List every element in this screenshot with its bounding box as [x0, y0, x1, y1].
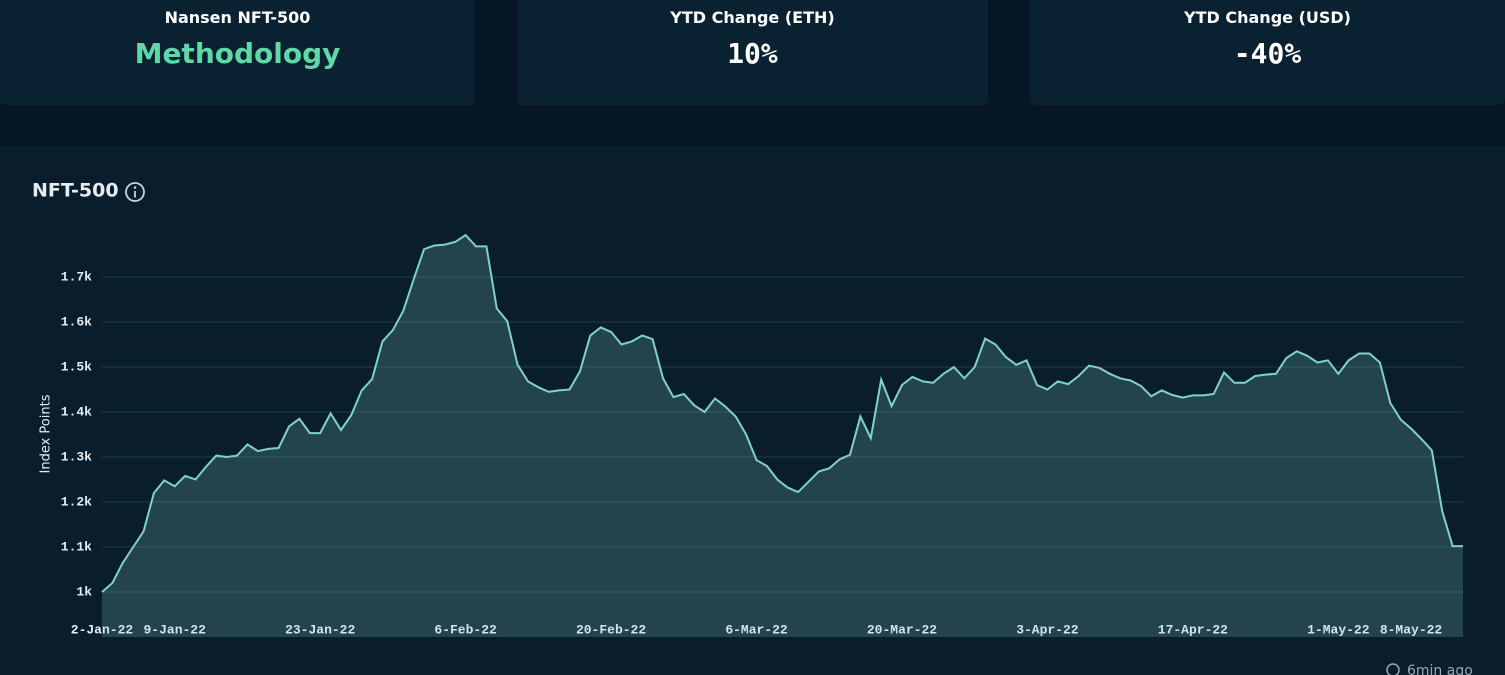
y-tick-label: 1.3k	[61, 449, 92, 464]
card-label: Nansen NFT-500	[164, 8, 311, 27]
x-tick-label: 17-Apr-22	[1158, 622, 1228, 637]
x-tick-label: 23-Jan-22	[285, 622, 355, 637]
x-tick-label: 20-Mar-22	[867, 622, 937, 637]
line	[101, 233, 1463, 593]
methodology-link[interactable]: Methodology	[134, 37, 341, 70]
x-tick-label: 6-Mar-22	[725, 622, 788, 637]
x-tick-label: 9-Jan-22	[144, 622, 207, 637]
y-tick-label: 1.7k	[61, 269, 92, 284]
x-tick-label: 2-Jan-22	[71, 622, 134, 637]
y-tick-label: 1.1k	[61, 539, 92, 554]
refresh-icon	[1386, 663, 1400, 675]
x-tick-label: 6-Feb-22	[434, 622, 497, 637]
y-tick-label: 1.5k	[61, 359, 92, 374]
card-label: YTD Change (USD)	[1184, 8, 1351, 27]
y-axis-label: Index Points	[39, 394, 54, 473]
card-label: YTD Change (ETH)	[670, 8, 835, 27]
card: YTD Change (ETH) 10%	[517, 0, 988, 105]
y-tick-label: 1.4k	[61, 404, 92, 419]
updated-time: 6min ago	[1407, 663, 1473, 675]
x-tick-label: 8-May-22	[1380, 622, 1443, 637]
card: Nansen NFT-500 Methodology	[0, 0, 475, 105]
area	[102, 235, 1463, 637]
y-tick-label: 1.2k	[61, 494, 92, 509]
y-tick-label: 1k	[76, 584, 92, 599]
x-tick-label: 1-May-22	[1307, 622, 1370, 637]
info-icon[interactable]	[125, 182, 145, 202]
chart-title: NFT-500	[32, 180, 119, 202]
x-tick-label: 3-Apr-22	[1016, 622, 1079, 637]
chart-panel	[0, 146, 1505, 675]
card-value: -40%	[1233, 37, 1302, 70]
card-value: 10%	[727, 37, 778, 70]
y-tick-label: 1.6k	[61, 314, 92, 329]
x-tick-label: 20-Feb-22	[576, 622, 646, 637]
card: YTD Change (USD) -40%	[1030, 0, 1505, 105]
